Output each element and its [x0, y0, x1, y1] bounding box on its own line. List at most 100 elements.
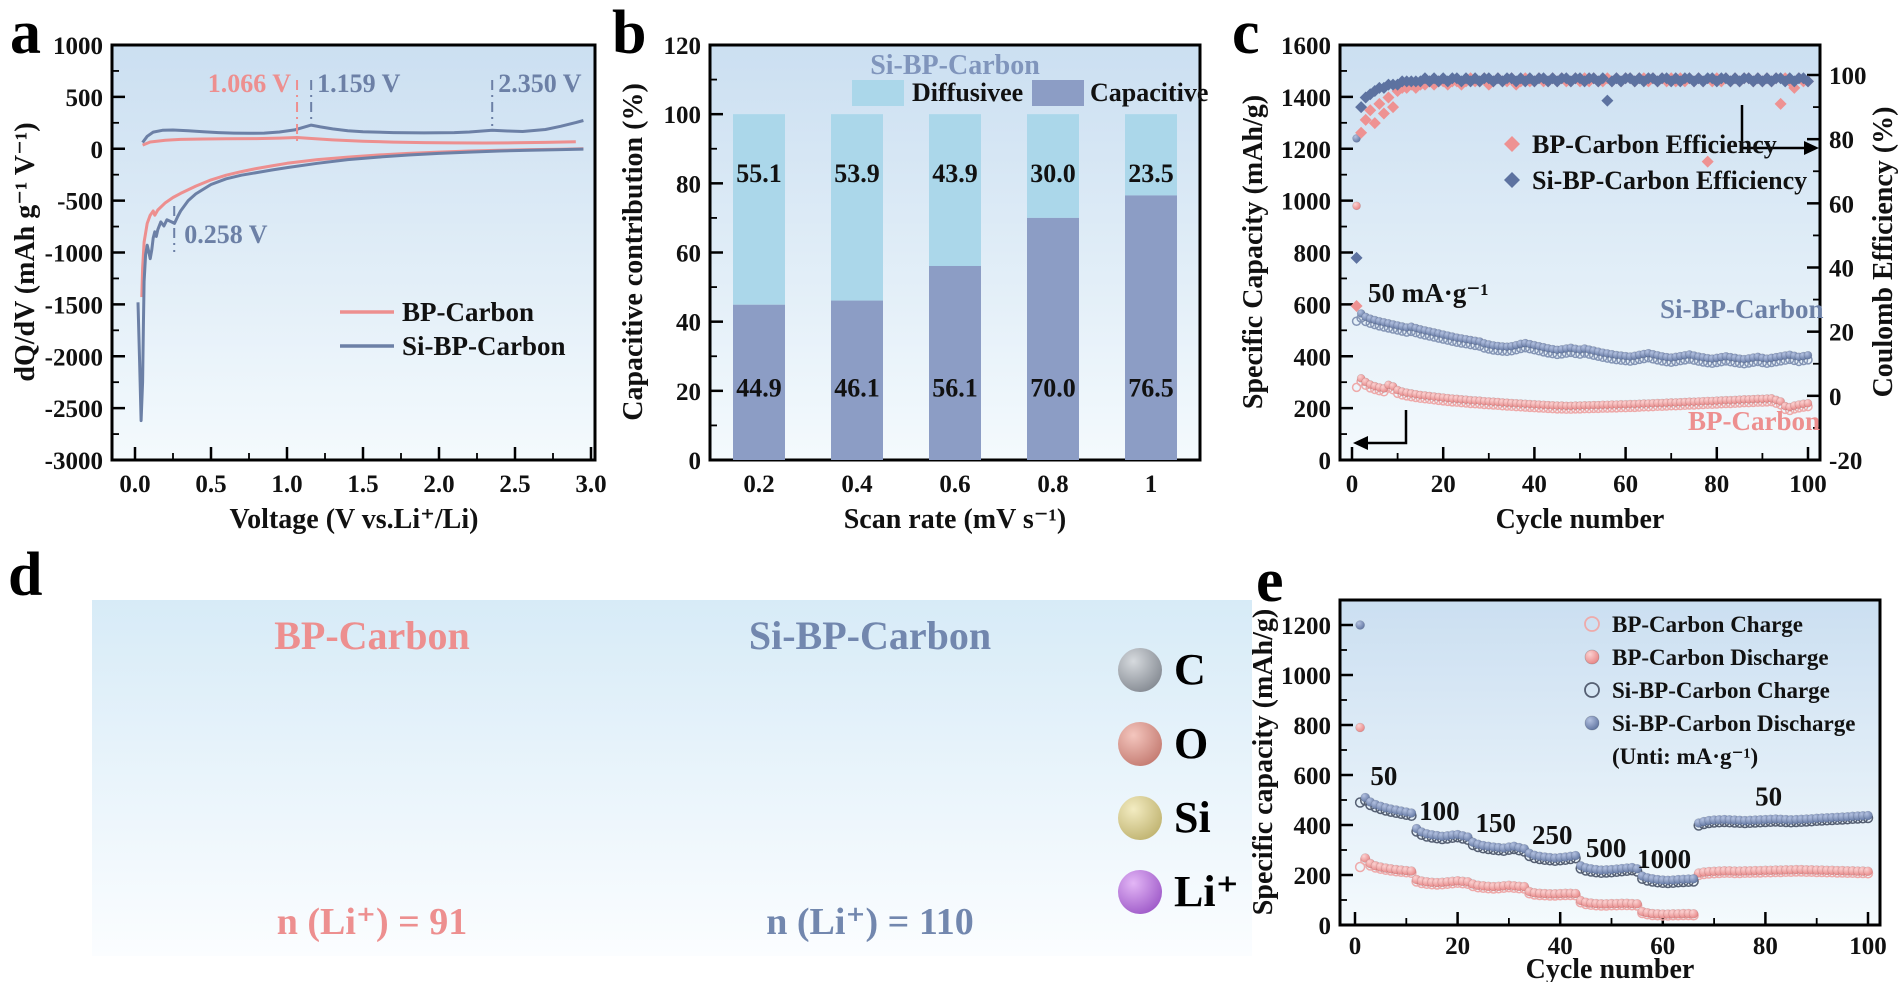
svg-text:60: 60: [1613, 471, 1638, 498]
svg-text:50: 50: [1755, 782, 1782, 812]
atom-legend-label: O: [1174, 719, 1209, 768]
svg-text:0.6: 0.6: [939, 471, 970, 498]
svg-text:40: 40: [676, 310, 701, 337]
svg-text:40: 40: [1522, 471, 1547, 498]
svg-text:60: 60: [1829, 191, 1854, 218]
svg-text:76.5: 76.5: [1128, 373, 1174, 402]
svg-text:Si-BP-Carbon: Si-BP-Carbon: [870, 50, 1040, 81]
svg-text:60: 60: [1650, 933, 1675, 960]
bp-carbon-structure-title: BP-Carbon: [274, 613, 470, 658]
svg-text:1000: 1000: [1281, 189, 1331, 216]
svg-text:0.8: 0.8: [1037, 471, 1068, 498]
si-bp-carbon-structure-title: Si-BP-Carbon: [748, 613, 992, 658]
panel-c-chart: [1338, 43, 1822, 462]
panel-label-e: e: [1256, 547, 1284, 615]
svg-text:0: 0: [1346, 471, 1359, 498]
svg-text:150: 150: [1476, 808, 1517, 838]
svg-text:40: 40: [1829, 256, 1854, 283]
svg-text:80: 80: [1704, 471, 1729, 498]
svg-text:1: 1: [1145, 471, 1158, 498]
atom-legend-carbon: C: [1118, 648, 1206, 692]
curve-Si-BP-Carbon: [136, 147, 584, 423]
atom-legend-silicon: Si: [1118, 796, 1211, 840]
svg-text:100: 100: [1789, 471, 1827, 498]
svg-text:70.0: 70.0: [1030, 373, 1076, 402]
svg-text:50: 50: [1370, 761, 1397, 791]
svg-text:46.1: 46.1: [834, 373, 880, 402]
curve-Si-BP-Carbon: [141, 119, 584, 144]
svg-text:0: 0: [1319, 913, 1332, 940]
panel-label-c: c: [1232, 0, 1260, 67]
bar-capacitive: [1125, 195, 1177, 460]
svg-text:100: 100: [664, 102, 702, 129]
svg-text:1000: 1000: [53, 33, 103, 60]
svg-text:Si-BP-Carbon Charge: Si-BP-Carbon Charge: [1612, 678, 1830, 703]
svg-text:44.9: 44.9: [736, 373, 782, 402]
atom-legend-oxygen: O: [1118, 722, 1208, 766]
bar-capacitive: [733, 304, 785, 460]
svg-text:1.5: 1.5: [347, 471, 378, 498]
svg-text:3.0: 3.0: [575, 471, 606, 498]
svg-text:Specific capacity (mAh/g): Specific capacity (mAh/g): [1248, 609, 1279, 915]
svg-text:1000: 1000: [1637, 844, 1691, 874]
svg-text:-2000: -2000: [45, 344, 103, 371]
svg-text:1000: 1000: [1281, 663, 1331, 690]
svg-text:53.9: 53.9: [834, 159, 880, 188]
bp-carbon-li-count: n (Li⁺) = 91: [276, 901, 468, 943]
svg-text:250: 250: [1532, 820, 1573, 850]
svg-text:Si-BP-Carbon Discharge: Si-BP-Carbon Discharge: [1612, 711, 1855, 736]
svg-text:2.350 V: 2.350 V: [498, 69, 582, 98]
silicon-atom-icon: [1118, 796, 1162, 840]
svg-text:0: 0: [1829, 384, 1842, 411]
panel-d-background: [92, 600, 1252, 956]
svg-text:0: 0: [1349, 933, 1362, 960]
svg-text:1600: 1600: [1281, 33, 1331, 60]
panel-label-d: d: [8, 541, 43, 609]
svg-text:0.2: 0.2: [743, 471, 774, 498]
svg-text:1200: 1200: [1281, 613, 1331, 640]
svg-text:(Unti: mA·g⁻¹): (Unti: mA·g⁻¹): [1612, 744, 1758, 769]
panel-label-a: a: [10, 0, 41, 67]
svg-text:0: 0: [91, 137, 104, 164]
svg-text:20: 20: [676, 379, 701, 406]
svg-text:dQ/dV (mAh g⁻¹ V⁻¹): dQ/dV (mAh g⁻¹ V⁻¹): [10, 122, 41, 381]
svg-text:2.0: 2.0: [423, 471, 454, 498]
svg-text:BP-Carbon: BP-Carbon: [402, 297, 534, 327]
svg-text:100: 100: [1419, 796, 1460, 826]
svg-text:Cycle number: Cycle number: [1496, 504, 1665, 535]
oxygen-atom-icon: [1118, 722, 1162, 766]
svg-text:-500: -500: [57, 189, 103, 216]
panel-label-b: b: [612, 0, 647, 67]
svg-text:Specific Capacity (mAh/g): Specific Capacity (mAh/g): [1238, 95, 1269, 409]
svg-text:20: 20: [1431, 471, 1456, 498]
svg-text:400: 400: [1294, 813, 1332, 840]
svg-text:0.0: 0.0: [119, 471, 150, 498]
svg-text:Si-BP-Carbon Efficiency: Si-BP-Carbon Efficiency: [1532, 166, 1807, 195]
svg-text:500: 500: [1586, 833, 1627, 863]
svg-text:50 mA·g⁻¹: 50 mA·g⁻¹: [1368, 278, 1489, 308]
bar-diffusive: [1027, 114, 1079, 218]
svg-text:800: 800: [1294, 713, 1332, 740]
svg-text:Coulomb Efficiency (%): Coulomb Efficiency (%): [1868, 107, 1899, 398]
atom-legend-lithium: Li⁺: [1118, 870, 1239, 914]
svg-text:1400: 1400: [1281, 85, 1331, 112]
svg-text:Si-BP-Carbon: Si-BP-Carbon: [402, 331, 566, 361]
panel-e-chart: [1338, 598, 1882, 927]
svg-text:30.0: 30.0: [1030, 159, 1076, 188]
svg-text:80: 80: [1829, 127, 1854, 154]
svg-text:Capacitive: Capacitive: [1090, 78, 1208, 107]
svg-text:20: 20: [1445, 933, 1470, 960]
bar-capacitive: [929, 265, 981, 460]
carbon-atom-icon: [1118, 648, 1162, 692]
atom-legend-label: Si: [1174, 793, 1211, 842]
svg-text:0: 0: [1319, 448, 1332, 475]
svg-text:200: 200: [1294, 396, 1332, 423]
svg-text:0.4: 0.4: [841, 471, 873, 498]
si-bp-carbon-li-count: n (Li⁺) = 110: [766, 901, 974, 943]
svg-text:600: 600: [1294, 763, 1332, 790]
svg-text:Capacitive contribution (%): Capacitive contribution (%): [618, 83, 649, 421]
svg-text:-1500: -1500: [45, 292, 103, 319]
bar-diffusive: [1125, 114, 1177, 196]
svg-text:120: 120: [664, 33, 702, 60]
